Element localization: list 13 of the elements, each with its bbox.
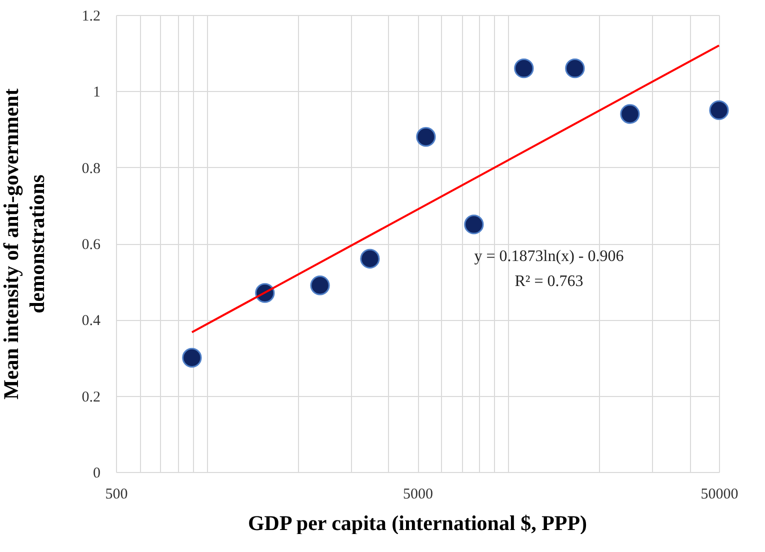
- y-tick-label: 1: [93, 84, 100, 101]
- y-tick-label: 1.2: [82, 8, 100, 24]
- y-tick-label: 0.6: [82, 237, 101, 253]
- annotation: y = 0.1873ln(x) - 0.906: [474, 248, 624, 265]
- x-tick-label: 50000: [700, 486, 738, 502]
- y-tick-label: 0.8: [82, 160, 100, 177]
- annotation: R² = 0.763: [514, 273, 584, 290]
- x-tick-label: 500: [105, 486, 128, 502]
- y-tick-label: 0.4: [82, 313, 101, 330]
- y-axis-title: Mean intensity of anti-government demonstrations: [0, 88, 49, 400]
- x-tick-label: 5000: [403, 486, 433, 502]
- y-tick-label: 0: [93, 466, 100, 482]
- y-tick-label: 0.2: [82, 389, 100, 406]
